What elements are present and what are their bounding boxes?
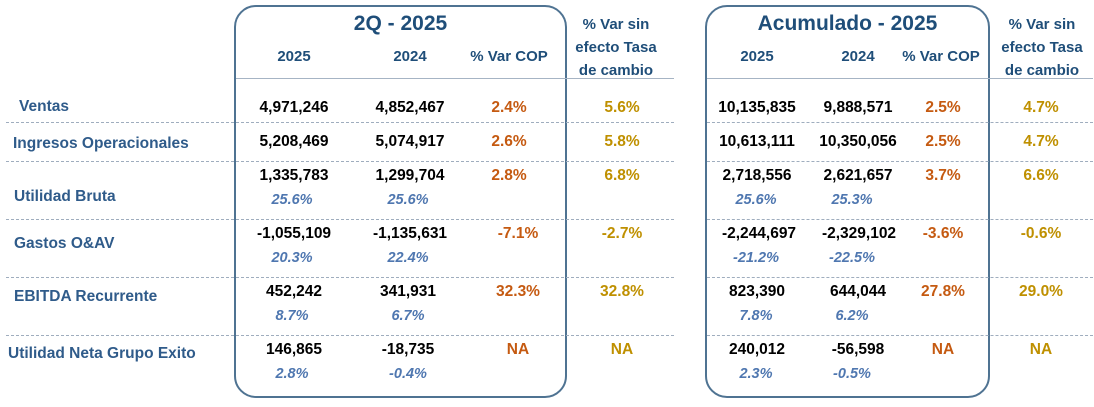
- cell-value: -2,329,102: [821, 225, 897, 242]
- row-divider: [707, 219, 1093, 220]
- cell-value: 1,299,704: [375, 167, 445, 184]
- cell-value: 1,335,783: [259, 167, 329, 184]
- cell-margin: 22.4%: [387, 250, 429, 266]
- cumulative-col-var-sin-2: efecto Tasa: [1001, 39, 1083, 56]
- cell-var-sin: -2.7%: [601, 225, 643, 242]
- cell-margin: 25.6%: [387, 192, 429, 208]
- cell-var-sin: 29.0%: [1019, 283, 1063, 300]
- cell-margin: 25.3%: [831, 192, 873, 208]
- cell-var-sin: NA: [610, 341, 634, 358]
- cell-var: 2.5%: [925, 133, 961, 150]
- cell-var: 32.3%: [496, 283, 540, 300]
- quarter-box: [234, 5, 567, 398]
- cell-value: 240,012: [728, 341, 786, 358]
- quarter-col-var-sin-2: efecto Tasa: [575, 39, 657, 56]
- cell-var-sin: 5.6%: [604, 99, 640, 116]
- cell-margin: 6.2%: [835, 308, 869, 324]
- row-divider: [6, 161, 674, 162]
- quarter-col-var-sin-1: % Var sin: [582, 16, 650, 33]
- cumulative-box: [705, 5, 990, 398]
- cell-var: NA: [506, 341, 530, 358]
- cell-value: 452,242: [265, 283, 323, 300]
- row-divider: [6, 219, 674, 220]
- cell-value: -1,135,631: [372, 225, 448, 242]
- cell-value: -1,055,109: [256, 225, 332, 242]
- cell-margin: 6.7%: [391, 308, 425, 324]
- row-label-utilidad-neta: Utilidad Neta Grupo Exito: [8, 345, 196, 362]
- cell-value: 644,044: [829, 283, 887, 300]
- cell-margin: 20.3%: [271, 250, 313, 266]
- cell-value: -56,598: [831, 341, 885, 358]
- cell-value: 10,350,056: [819, 133, 897, 150]
- quarter-title: 2Q - 2025: [353, 12, 448, 35]
- cell-margin: -21.2%: [733, 250, 779, 266]
- cell-var: 2.5%: [925, 99, 961, 116]
- cell-margin: -22.5%: [829, 250, 875, 266]
- cell-value: 2,621,657: [823, 167, 893, 184]
- row-label-utilidad-bruta: Utilidad Bruta: [14, 188, 116, 205]
- row-divider: [6, 122, 674, 123]
- cell-value: 4,971,246: [259, 99, 329, 116]
- row-label-ventas: Ventas: [19, 98, 69, 115]
- row-divider: [707, 277, 1093, 278]
- header-divider-cumulative: [707, 78, 1093, 79]
- row-divider: [6, 277, 674, 278]
- header-divider-quarter: [236, 78, 674, 79]
- row-divider: [707, 122, 1093, 123]
- cell-value: -18,735: [381, 341, 435, 358]
- cell-var-sin: 4.7%: [1023, 99, 1059, 116]
- cell-value: 10,613,111: [719, 133, 795, 150]
- cell-value: 5,074,917: [375, 133, 445, 150]
- quarter-col-var-sin-3: de cambio: [578, 62, 654, 79]
- cell-var: -3.6%: [922, 225, 964, 242]
- cell-var-sin: 32.8%: [600, 283, 644, 300]
- cell-margin: 2.8%: [275, 366, 309, 382]
- cell-var: 2.6%: [491, 133, 527, 150]
- row-label-ebitda: EBITDA Recurrente: [14, 288, 158, 305]
- cell-margin: 8.7%: [275, 308, 309, 324]
- row-label-gastos: Gastos O&AV: [14, 235, 115, 252]
- row-label-ingresos: Ingresos Operacionales: [13, 135, 189, 152]
- cell-var-sin: 4.7%: [1023, 133, 1059, 150]
- row-divider: [707, 161, 1093, 162]
- cumulative-title: Acumulado - 2025: [757, 12, 938, 35]
- cell-var: -7.1%: [497, 225, 539, 242]
- cell-margin: 7.8%: [739, 308, 773, 324]
- cell-value: 2,718,556: [722, 167, 792, 184]
- cell-var: 2.4%: [491, 99, 527, 116]
- cell-margin: -0.4%: [389, 366, 427, 382]
- quarter-col-2024: 2024: [393, 48, 427, 65]
- cell-var-sin: 6.6%: [1023, 167, 1059, 184]
- cumulative-col-2025: 2025: [740, 48, 774, 65]
- cell-var: 2.8%: [491, 167, 527, 184]
- cell-margin: 2.3%: [739, 366, 773, 382]
- cell-margin: 25.6%: [735, 192, 777, 208]
- cumulative-col-2024: 2024: [841, 48, 875, 65]
- cell-value: 146,865: [265, 341, 323, 358]
- cell-var-sin: NA: [1029, 341, 1053, 358]
- cell-value: -2,244,697: [721, 225, 797, 242]
- cumulative-col-var-sin-3: de cambio: [1004, 62, 1080, 79]
- quarter-col-var: % Var COP: [470, 48, 548, 65]
- cell-value: 341,931: [379, 283, 437, 300]
- cell-var: 3.7%: [925, 167, 961, 184]
- cumulative-col-var: % Var COP: [902, 48, 980, 65]
- cell-margin: 25.6%: [271, 192, 313, 208]
- cell-value: 9,888,571: [823, 99, 893, 116]
- cell-margin: -0.5%: [833, 366, 871, 382]
- cell-var-sin: 6.8%: [604, 167, 640, 184]
- cell-value: 5,208,469: [259, 133, 329, 150]
- cell-value: 10,135,835: [718, 99, 796, 116]
- cell-var: NA: [931, 341, 955, 358]
- cell-var-sin: -0.6%: [1020, 225, 1062, 242]
- cell-value: 823,390: [728, 283, 786, 300]
- cell-var-sin: 5.8%: [604, 133, 640, 150]
- quarter-col-2025: 2025: [277, 48, 311, 65]
- cumulative-col-var-sin-1: % Var sin: [1008, 16, 1076, 33]
- cell-value: 4,852,467: [375, 99, 445, 116]
- row-divider: [707, 335, 1093, 336]
- row-divider: [6, 335, 674, 336]
- cell-var: 27.8%: [921, 283, 965, 300]
